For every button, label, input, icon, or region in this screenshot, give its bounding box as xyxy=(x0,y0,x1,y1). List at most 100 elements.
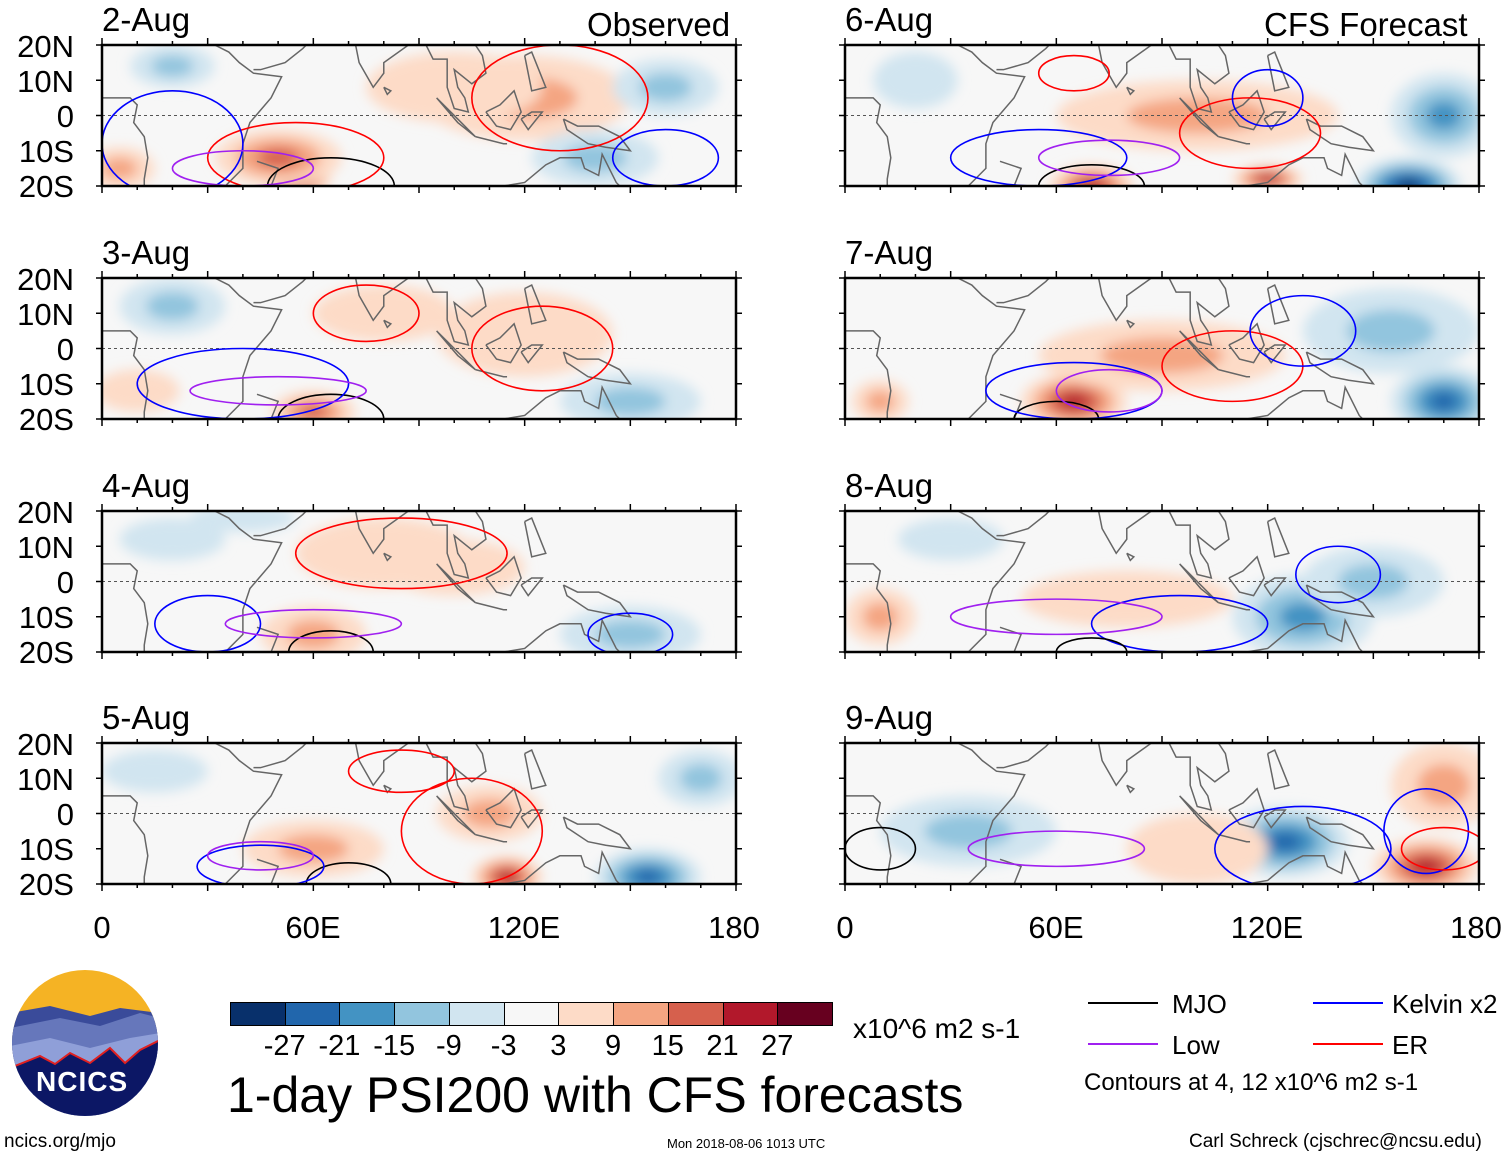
coastline xyxy=(256,393,280,419)
colorbar-swatch xyxy=(613,1002,669,1026)
coastline xyxy=(1080,45,1152,89)
coastline xyxy=(1126,319,1136,329)
colorbar-swatch xyxy=(284,1002,341,1026)
legend-line-kelvin xyxy=(1313,1002,1383,1004)
coastline xyxy=(253,511,307,537)
map-panel-4-Aug xyxy=(96,504,742,659)
panel-date: 3-Aug xyxy=(102,234,191,271)
anomaly-region xyxy=(1279,602,1327,631)
anomaly-region xyxy=(313,285,455,342)
lat-label: 10N xyxy=(17,64,74,99)
anomaly-region xyxy=(634,869,662,884)
coastline xyxy=(562,816,633,850)
contour-er xyxy=(471,305,614,392)
coastline xyxy=(1263,577,1287,597)
coastline xyxy=(485,89,522,131)
coastline xyxy=(1246,849,1364,884)
anomaly-region xyxy=(286,620,340,649)
colorbar-label: -21 xyxy=(318,1030,361,1062)
panel-date: 6-Aug xyxy=(845,1,934,38)
coastline xyxy=(996,511,1050,537)
contour-low xyxy=(967,830,1146,868)
lat-label: 20S xyxy=(18,867,74,902)
coastline xyxy=(503,617,621,652)
anomaly-region xyxy=(278,834,349,863)
anomaly-region xyxy=(146,292,199,321)
contour-low xyxy=(1037,139,1181,177)
contour-er xyxy=(206,121,385,186)
coastline xyxy=(436,330,476,371)
anomaly-region xyxy=(1021,570,1233,628)
lat-label: 10N xyxy=(17,530,74,565)
lat-label: 20N xyxy=(17,495,74,530)
colorbar-swatch xyxy=(558,1002,615,1026)
coastline xyxy=(256,858,280,884)
lon-label: 120E xyxy=(487,910,561,945)
colorbar-label: 15 xyxy=(651,1030,684,1062)
coastline xyxy=(214,278,283,419)
colorbar-swatch xyxy=(777,1002,833,1026)
map-panel-5-Aug xyxy=(96,736,742,891)
contour-low xyxy=(206,840,315,871)
coastline xyxy=(503,849,621,884)
coastline xyxy=(256,160,280,186)
contour-er xyxy=(312,284,420,343)
lon-label: 60E xyxy=(285,910,341,945)
coastline xyxy=(485,555,522,597)
coastline xyxy=(1266,284,1290,325)
panel-date: 4-Aug xyxy=(102,467,191,504)
site-url[interactable]: ncics.org/mjo xyxy=(4,1131,116,1152)
colorbar-label: 3 xyxy=(550,1030,567,1062)
colorbar-swatch xyxy=(722,1002,779,1026)
coastline xyxy=(999,858,1023,884)
coastline xyxy=(1305,584,1376,618)
coastline xyxy=(562,118,633,152)
contour-kelvin xyxy=(587,612,674,652)
anomaly-region xyxy=(862,602,898,631)
lat-label: 20N xyxy=(17,727,74,762)
anomaly-region xyxy=(119,518,226,561)
credit: Carl Schreck (cjschrec@ncsu.edu) xyxy=(1189,1131,1482,1152)
coastline xyxy=(337,511,409,555)
coastline xyxy=(1305,118,1376,152)
coastline xyxy=(562,584,633,618)
coastline xyxy=(214,511,283,652)
anomaly-region xyxy=(595,620,666,649)
colorbar-swatch xyxy=(394,1002,450,1026)
panel-date: 7-Aug xyxy=(845,234,934,271)
coastline xyxy=(256,626,280,652)
coastline xyxy=(1126,86,1136,96)
anomaly-region xyxy=(679,764,722,793)
lon-label: 180 xyxy=(1450,910,1502,945)
lat-label: 10S xyxy=(18,134,74,169)
coastline xyxy=(337,45,409,89)
coastline xyxy=(337,278,409,322)
coastline xyxy=(214,45,283,186)
anomaly-region xyxy=(190,511,296,533)
coastline xyxy=(523,51,547,92)
coastline xyxy=(383,86,393,96)
contour-mjo xyxy=(845,826,917,871)
lat-label: 20S xyxy=(18,402,74,437)
contour-er xyxy=(1037,54,1110,92)
coastline xyxy=(253,278,307,304)
coastline xyxy=(520,344,544,364)
contour-er xyxy=(400,777,544,884)
coastline xyxy=(1218,135,1251,145)
map-panel-6-Aug xyxy=(839,38,1485,193)
legend-label-mjo: MJO xyxy=(1172,989,1227,1019)
lat-label: 0 xyxy=(56,99,74,134)
coastline xyxy=(845,563,892,652)
coastline xyxy=(562,351,633,385)
contour-kelvin xyxy=(196,844,325,884)
anomaly-region xyxy=(102,369,180,412)
coastline xyxy=(1246,617,1364,652)
contour-mjo xyxy=(1055,637,1128,652)
coastline xyxy=(523,749,547,790)
coastline xyxy=(1126,784,1136,794)
contour-low xyxy=(189,375,367,406)
coastline xyxy=(1218,601,1251,611)
coastline xyxy=(1266,51,1290,92)
legend-line-low xyxy=(1088,1043,1158,1045)
coastline xyxy=(845,97,892,186)
